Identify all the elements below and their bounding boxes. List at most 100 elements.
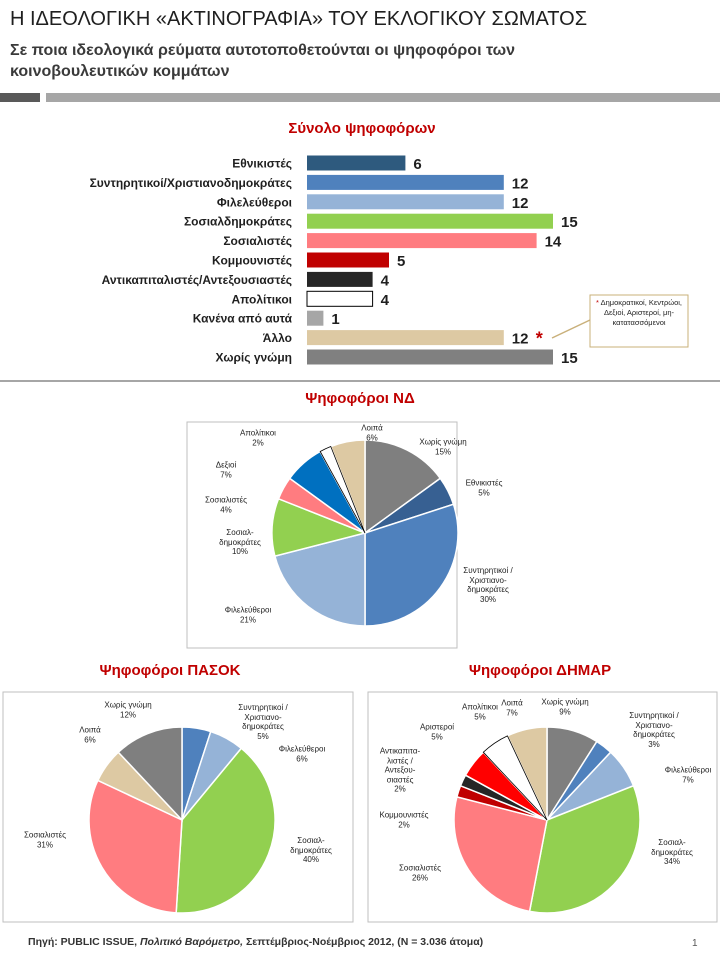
value-label: 1 — [331, 311, 339, 328]
slice-category: Φιλελεύθεροι — [224, 605, 272, 615]
note: * Δημοκρατικοί, Κεντρώοι, Δεξιοί, Αριστε… — [592, 298, 686, 328]
note-text: Δημοκρατικοί, Κεντρώοι, Δεξιοί, Αριστερο… — [600, 298, 682, 327]
pie-label: Συντηρητικοί / Χριστιανο- δημοκράτες 5% — [238, 703, 287, 741]
chart-title: Ψηφοφόροι ΠΑΣΟΚ — [99, 662, 240, 679]
slice-value: 5% — [431, 732, 443, 741]
slice-category: Συντηρητικοί / Χριστιανο- δημοκράτες — [238, 703, 288, 731]
pie-label: Φιλελεύθεροι 7% — [665, 766, 711, 785]
pie-label: Εθνικιστές 5% — [466, 479, 503, 498]
category-label: Αντικαπιταλιστές/Αντεξουσιαστές — [102, 273, 292, 287]
slice-value: 6% — [366, 433, 378, 442]
pie-slice — [175, 747, 276, 914]
slice-value: 6% — [84, 735, 96, 744]
chart-title: Ψηφοφόροι ΔΗΜΑΡ — [469, 662, 611, 679]
slice-value: 6% — [296, 754, 308, 763]
slice-category: Αριστεροί — [419, 722, 455, 732]
slice-category: Σοσιαλιστές — [23, 830, 67, 840]
page-number: 1 — [692, 938, 698, 949]
note-connector — [551, 319, 591, 339]
pie-label: Χωρίς γνώμη 15% — [419, 438, 466, 457]
pie-slice — [88, 779, 183, 914]
slice-category: Σοσιαλ- δημοκράτες — [219, 527, 261, 547]
value-label: 4 — [381, 272, 390, 289]
pie-label: Δεξιοί 7% — [216, 461, 237, 480]
chart-title: Ψηφοφόροι ΝΔ — [305, 390, 415, 407]
slice-value: 4% — [220, 505, 232, 514]
slice-category: Σοσιαλ- δημοκράτες — [290, 835, 332, 855]
value-label: 12 — [512, 175, 529, 192]
slice-value: 7% — [506, 708, 518, 717]
header-bar — [46, 93, 720, 102]
period: Σεπτέμβριος-Νοέμβριος 2012, (N = 3.036 ά… — [245, 936, 484, 948]
slice-value: 26% — [411, 873, 428, 882]
header-bar — [0, 93, 40, 102]
value-label: 15 — [561, 214, 578, 231]
bar — [307, 252, 389, 268]
pie-label: Φιλελεύθεροι 21% — [225, 606, 271, 625]
bar — [306, 290, 374, 307]
source: Πηγή: PUBLIC ISSUE, Πολιτικό Βαρόμετρο, … — [28, 936, 483, 948]
value-label: 14 — [545, 234, 562, 251]
slice-category: Αντικαπιτα- λιστές / Αντεξου- σιαστές — [379, 746, 421, 784]
slice-category: Λοιπά — [501, 698, 523, 708]
category-label: Απολίτικοι — [231, 292, 292, 306]
pie-label: Σοσιαλ- δημοκράτες 34% — [651, 838, 693, 867]
slice-value: 7% — [220, 470, 232, 479]
pie-label: Συντηρητικοί / Χριστιανο- δημοκράτες 30% — [463, 566, 512, 604]
source-label: Πηγή: PUBLIC ISSUE, — [28, 936, 138, 948]
pie-label: Λοιπά 6% — [79, 726, 101, 745]
slice-category: Σοσιαλιστές — [204, 495, 248, 505]
slice-category: Κομμουνιστές — [379, 810, 429, 820]
slice-value: 30% — [479, 594, 497, 604]
subtitle: Σε ποια ιδεολογικά ρεύματα αυτοτοποθετού… — [10, 42, 516, 80]
slice-value: 3% — [648, 739, 660, 749]
survey: Πολιτικό Βαρόμετρο, — [140, 936, 244, 948]
slice-value: 2% — [252, 438, 264, 447]
slice-category: Χωρίς γνώμη — [104, 700, 152, 710]
pie-slice — [453, 795, 548, 913]
value-label: 12 — [512, 331, 529, 348]
slice-category: Απολίτικοι — [462, 702, 498, 712]
pie-label: Λοιπά 6% — [361, 424, 383, 443]
slice-category: Φιλελεύθεροι — [664, 765, 712, 775]
slice-category: Λοιπά — [79, 725, 101, 735]
pie-label: Χωρίς γνώμη 12% — [104, 701, 151, 720]
slice-value: 15% — [434, 447, 452, 456]
bar — [307, 310, 324, 326]
pie-label: Κομμουνιστές 2% — [379, 811, 428, 830]
pie-label: Σοσιαλιστές 31% — [24, 831, 66, 850]
slice-value: 12% — [119, 710, 137, 719]
slice-outline — [482, 735, 548, 821]
pie-label: Σοσιαλιστές 26% — [399, 864, 441, 883]
bar — [307, 349, 553, 365]
category-label: Συντηρητικοί/Χριστιανοδημοκράτες — [90, 176, 292, 190]
slice-value: 34% — [663, 856, 680, 866]
bar — [307, 271, 373, 287]
slice-category: Λοιπά — [361, 423, 383, 433]
category-label: Φιλελεύθεροι — [217, 195, 292, 209]
slice-category: Σοσιαλ- δημοκράτες — [651, 837, 693, 857]
chart-title: Σύνολο ψηφοφόρων — [288, 120, 435, 137]
slice-category: Φιλελεύθεροι — [278, 744, 326, 754]
bar — [307, 155, 406, 171]
pie-label: Φιλελεύθεροι 6% — [279, 745, 325, 764]
category-label: Σοσιαλιστές — [223, 234, 292, 248]
slice-value: 2% — [398, 820, 410, 829]
slice-category: Σοσιαλιστές — [398, 863, 442, 873]
slice-value: 7% — [682, 775, 694, 784]
slice-category: Συντηρητικοί / Χριστιανο- δημοκράτες — [629, 711, 679, 739]
chart-frame — [367, 691, 718, 923]
value-label: 12 — [512, 195, 529, 212]
category-label: Σοσιαλδημοκράτες — [184, 215, 292, 229]
slice-value: 2% — [394, 784, 406, 794]
slice-category: Δεξιοί — [215, 460, 237, 470]
slice-category: Συντηρητικοί / Χριστιανο- δημοκράτες — [463, 566, 513, 594]
bar — [307, 213, 553, 229]
value-label: 4 — [381, 292, 390, 309]
slice-outline — [319, 446, 366, 534]
category-label: Εθνικιστές — [232, 157, 292, 171]
category-label: Χωρίς γνώμη — [216, 351, 292, 365]
pie-slice — [364, 439, 442, 535]
